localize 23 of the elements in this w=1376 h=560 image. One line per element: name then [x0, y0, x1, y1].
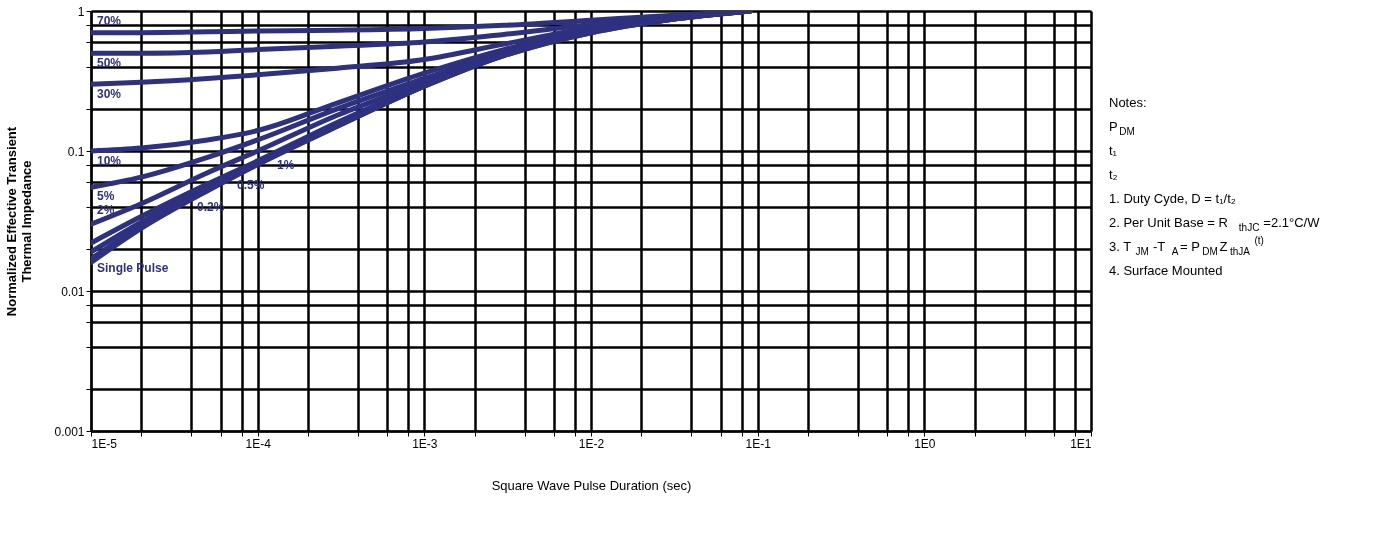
series-label: 0.2%	[197, 199, 225, 214]
y-tick-label: 0.001	[54, 424, 85, 439]
y-tick-label: 1	[77, 4, 85, 19]
series-label: 5%	[97, 189, 115, 204]
x-axis-title: Square Wave Pulse Duration (sec)	[491, 477, 692, 493]
x-tick-label: 1E-3	[412, 436, 438, 451]
x-tick-label: 1E-5	[91, 436, 118, 451]
text: Notes:	[1109, 95, 1147, 111]
series-label: 10%	[97, 153, 122, 168]
y-axis-title: Normalized Effective Transient Thermal Impedance	[4, 126, 35, 317]
text: t₁	[1109, 143, 1118, 159]
x-tick-label: 1E-1	[745, 436, 772, 451]
series-label: 70%	[97, 13, 122, 28]
x-tick-label: 1E0	[914, 436, 936, 451]
series-label: 30%	[97, 86, 122, 101]
text: 1. Duty Cyde, D = t₁/t₂	[1109, 191, 1236, 207]
x-tick-label: 1E-2	[578, 436, 605, 451]
y-tick-label: 0.01	[61, 284, 85, 299]
y-tick-label: 0.1	[67, 144, 85, 159]
x-tick-label: 1E1	[1070, 436, 1092, 451]
text: t₂	[1109, 167, 1118, 183]
x-tick-label: 1E-4	[245, 436, 272, 451]
text: 4. Surface Mounted	[1109, 263, 1223, 279]
